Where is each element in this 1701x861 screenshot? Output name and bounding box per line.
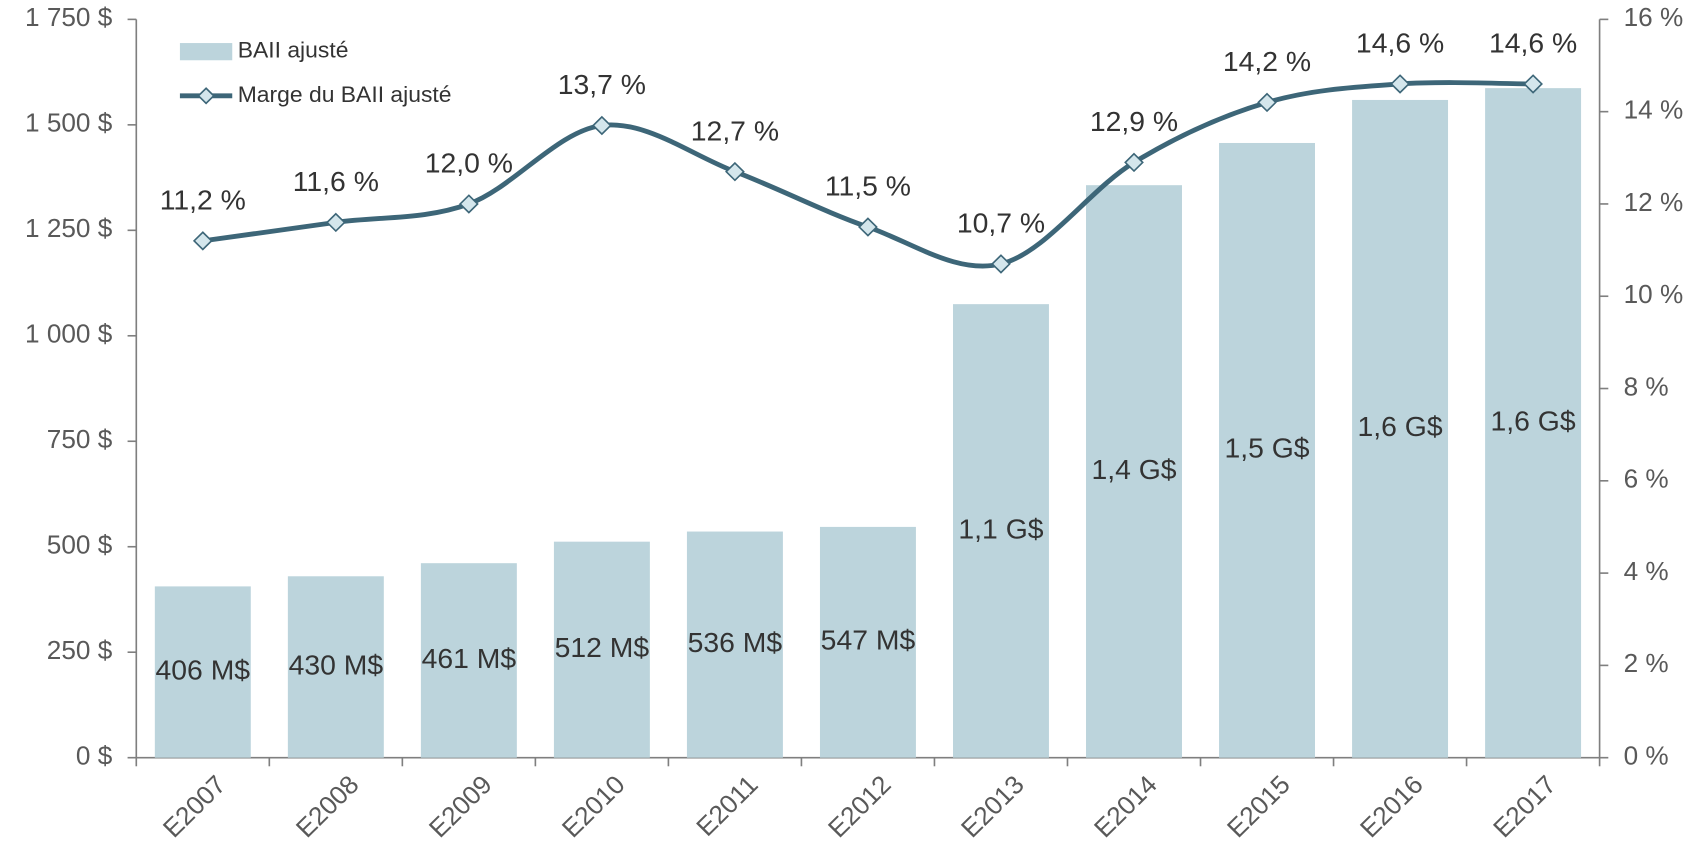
x-tick-label: E2013 [955,769,1030,843]
x-tick-label: E2011 [690,769,763,842]
line-value-label: 12,0 % [425,148,513,179]
bar-value-label: 547 M$ [821,625,916,656]
x-tick-label: E2009 [423,769,498,843]
legend-swatch [179,43,233,61]
bar-value-label: 1,5 G$ [1224,433,1309,464]
bar [1086,185,1182,758]
bar [287,576,384,758]
y2-tick-label: 0 % [1624,741,1669,771]
line-marker [1257,92,1277,113]
x-tick-label: E2010 [556,769,631,843]
y2-tick-label: 12 % [1624,187,1684,217]
y-tick-label: 500 $ [47,530,113,560]
bar [686,531,783,758]
x-tick-label: E2016 [1354,769,1429,843]
legend-marker [197,87,215,105]
bar-value-label: 512 M$ [555,632,650,663]
y-tick-label: 1 750 $ [25,2,113,32]
x-tick-label: E2012 [822,769,897,843]
bar-value-label: 536 M$ [688,627,783,658]
bar-value-label: 430 M$ [289,650,384,681]
y-tick-label: 1 000 $ [25,319,113,349]
line-value-label: 14,6 % [1489,28,1577,59]
x-tick-label: E2007 [157,769,232,843]
line-value-label: 11,5 % [825,171,911,202]
x-tick-label: E2014 [1088,769,1163,843]
x-tick-label: E2017 [1487,769,1562,843]
bar [1352,99,1449,758]
line-marker [325,212,346,233]
line-value-label: 14,2 % [1223,46,1311,77]
line-marker [458,194,479,214]
bar [1485,88,1582,758]
line-marker [592,115,612,136]
y2-tick-label: 4 % [1624,556,1669,586]
y2-tick-label: 14 % [1624,95,1684,125]
y2-tick-label: 2 % [1624,648,1669,678]
bar-value-label: 1,1 G$ [958,513,1043,544]
bar [1219,142,1316,758]
bar-value-label: 461 M$ [422,643,517,674]
line-value-label: 10,7 % [957,208,1045,239]
line-marker [1124,152,1144,173]
y2-tick-label: 16 % [1624,2,1684,32]
line-marker [991,254,1011,274]
bar [819,526,916,758]
legend-label: Marge du BAII ajusté [238,81,452,107]
bar-value-label: 1,4 G$ [1091,454,1176,485]
y2-tick-label: 10 % [1624,279,1684,309]
y-tick-label: 250 $ [47,635,113,665]
bar [154,586,251,758]
line-value-label: 14,6 % [1356,28,1444,59]
bar [420,563,517,758]
line-marker [1390,74,1410,94]
x-tick-label: E2015 [1221,769,1296,843]
y2-tick-label: 8 % [1624,372,1669,402]
line-marker [192,231,213,251]
line-marker [858,217,878,237]
line-value-label: 12,7 % [691,115,779,146]
bar [553,541,650,758]
bar-value-label: 406 M$ [156,655,251,686]
legend-label: BAII ajusté [238,37,349,63]
y-tick-label: 750 $ [47,424,113,454]
line-value-label: 12,9 % [1090,106,1178,137]
line-value-label: 13,7 % [558,69,646,100]
bar-value-label: 1,6 G$ [1491,405,1576,436]
line-marker [725,161,745,182]
y2-tick-label: 6 % [1624,464,1669,494]
x-tick-label: E2008 [290,769,365,843]
bar [952,304,1049,758]
y-tick-label: 0 $ [76,741,113,771]
line-value-label: 11,6 % [293,166,379,197]
bar-value-label: 1,6 G$ [1358,411,1443,442]
y-tick-label: 1 500 $ [25,108,113,138]
y-tick-label: 1 250 $ [25,213,113,243]
line-value-label: 11,2 % [160,185,246,216]
line-marker [1523,74,1543,94]
